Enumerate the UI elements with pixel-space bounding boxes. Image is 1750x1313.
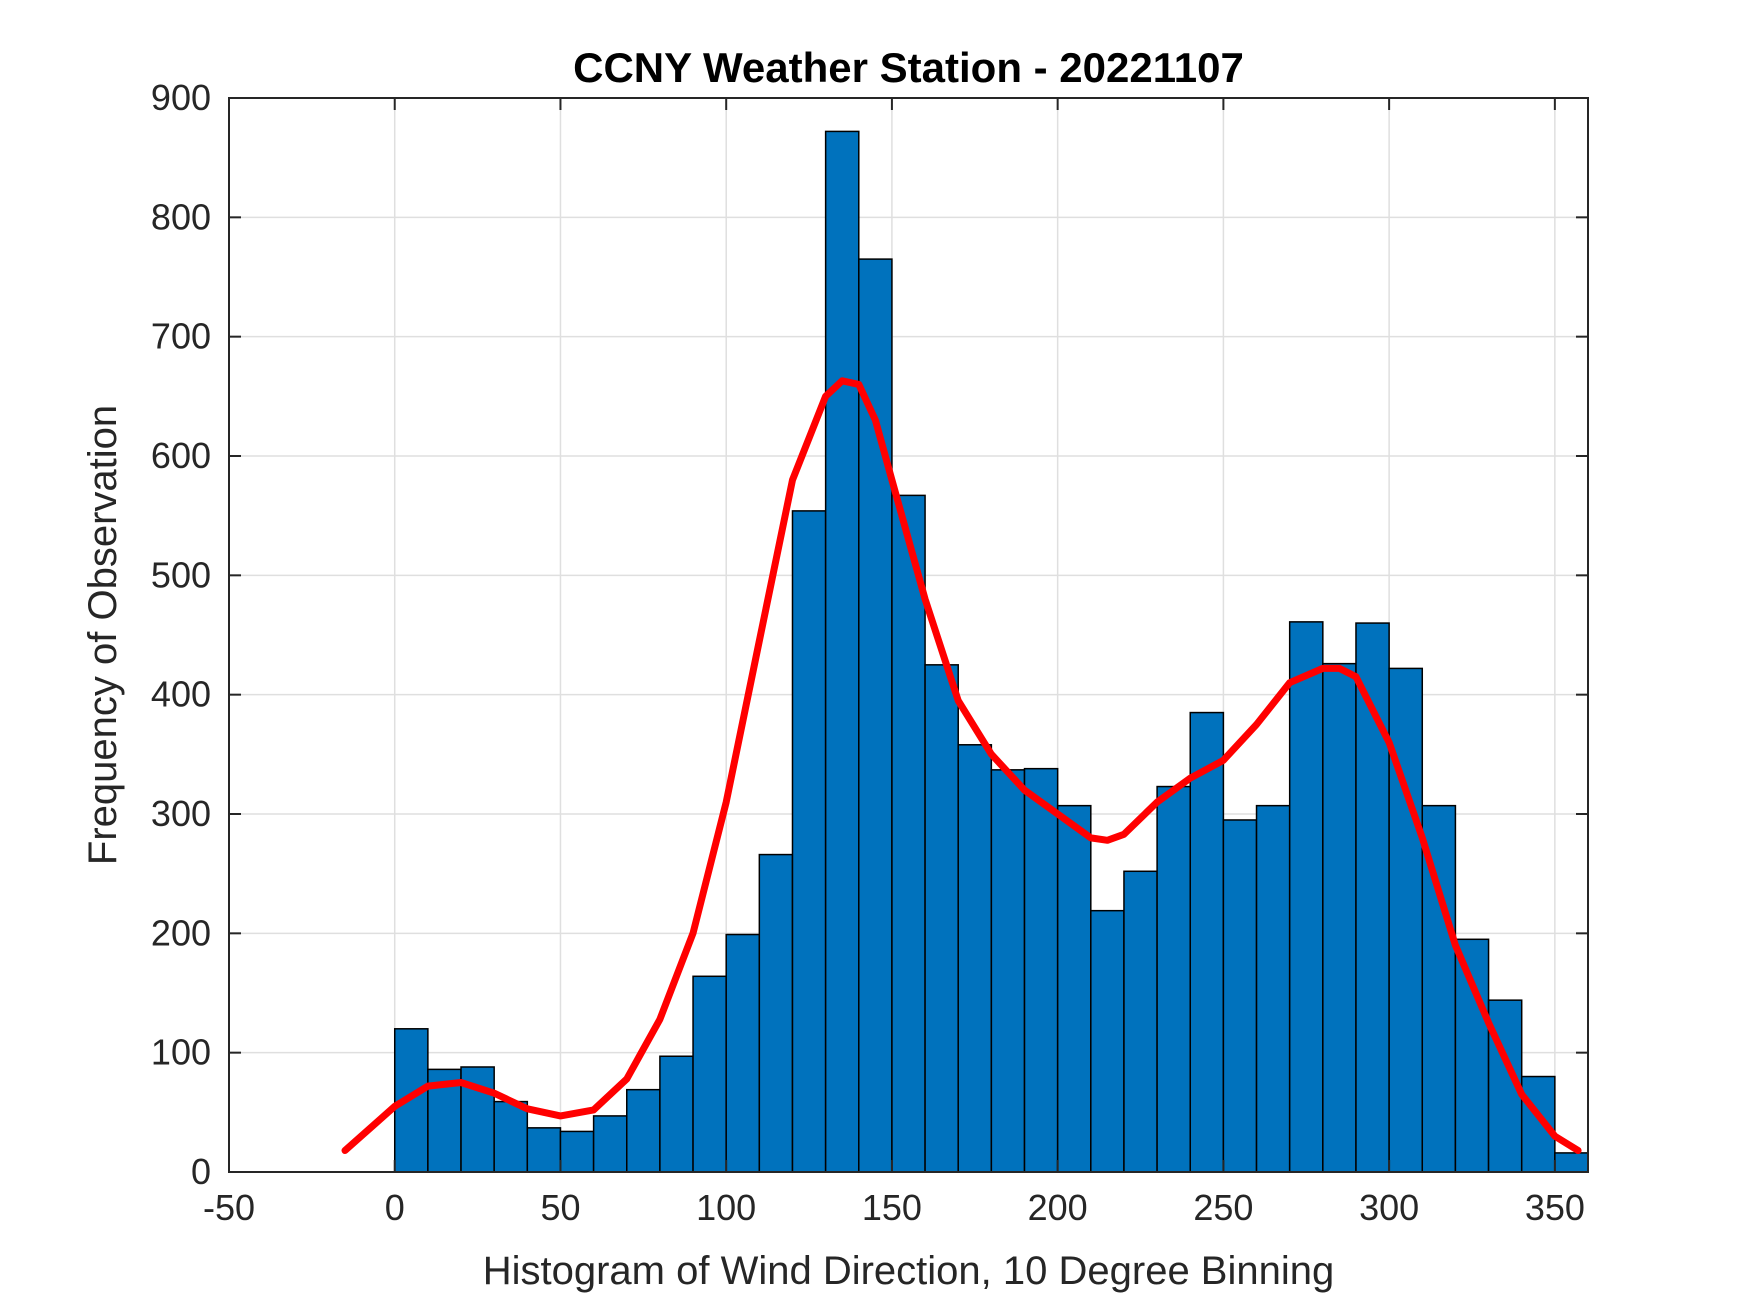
histogram-bar xyxy=(592,1115,628,1173)
histogram-bar xyxy=(1388,667,1424,1173)
histogram-bar xyxy=(791,510,827,1173)
x-tick-label: 350 xyxy=(1525,1187,1585,1228)
y-tick-label: 800 xyxy=(151,196,211,237)
histogram-bar xyxy=(659,1055,694,1173)
chart-title: CCNY Weather Station - 20221107 xyxy=(573,44,1244,91)
histogram-bar xyxy=(957,744,993,1173)
y-tick-label: 100 xyxy=(151,1032,211,1073)
x-tick-label: 50 xyxy=(540,1187,580,1228)
histogram-bar xyxy=(1322,662,1357,1173)
histogram-bar xyxy=(1355,622,1390,1173)
y-tick-label: 400 xyxy=(151,674,211,715)
y-tick-label: 600 xyxy=(151,435,211,476)
histogram-bar xyxy=(1288,621,1324,1173)
y-tick-label: 200 xyxy=(151,912,211,953)
x-tick-label: 250 xyxy=(1193,1187,1253,1228)
histogram-bar xyxy=(1090,909,1125,1173)
x-axis-label: Histogram of Wind Direction, 10 Degree B… xyxy=(483,1249,1335,1293)
histogram-bar xyxy=(891,494,926,1173)
histogram-bar xyxy=(758,853,794,1173)
histogram-bar xyxy=(924,664,959,1173)
x-tick-label: 0 xyxy=(385,1187,405,1228)
axis-ticks xyxy=(228,97,1588,1173)
x-tick-label: 150 xyxy=(862,1187,922,1228)
histogram-bar xyxy=(1222,819,1258,1173)
histogram-bar xyxy=(725,933,761,1173)
y-tick-label: 500 xyxy=(151,554,211,595)
y-axis-label: Frequency of Observation xyxy=(81,405,125,865)
y-tick-label: 0 xyxy=(191,1151,211,1192)
y-tick-labels: 0 100 200 300 400 500 600 700 800 900 xyxy=(151,77,211,1192)
histogram-bar xyxy=(1156,785,1191,1173)
histogram-bar xyxy=(858,258,893,1173)
histogram-bar xyxy=(1520,1075,1556,1173)
histogram-bar xyxy=(692,975,727,1173)
histogram-bar xyxy=(1123,870,1158,1173)
histogram-bar xyxy=(990,769,1026,1173)
histogram-bar xyxy=(824,130,860,1173)
histogram-bar xyxy=(526,1127,562,1173)
histogram-bar xyxy=(1454,938,1490,1173)
y-tick-label: 700 xyxy=(151,316,211,357)
x-tick-label: 100 xyxy=(696,1187,756,1228)
y-tick-label: 300 xyxy=(151,793,211,834)
y-tick-label: 900 xyxy=(151,77,211,118)
histogram-bar xyxy=(559,1130,595,1173)
histogram-bar xyxy=(1189,711,1225,1173)
x-tick-labels: -50 0 50 100 150 200 250 300 350 xyxy=(203,1187,1585,1228)
histogram-bars xyxy=(393,130,1589,1173)
histogram-bar xyxy=(1056,804,1092,1173)
histogram-bar xyxy=(1023,767,1059,1173)
x-tick-label: -50 xyxy=(203,1187,255,1228)
histogram-bar xyxy=(626,1088,661,1173)
histogram-bar xyxy=(1255,804,1291,1173)
histogram-bar xyxy=(1554,1152,1589,1173)
x-tick-label: 200 xyxy=(1028,1187,1088,1228)
histogram-bar xyxy=(493,1100,529,1173)
plot-frame xyxy=(228,97,1589,1173)
x-tick-label: 300 xyxy=(1359,1187,1419,1228)
fit-curve xyxy=(341,377,1582,1154)
